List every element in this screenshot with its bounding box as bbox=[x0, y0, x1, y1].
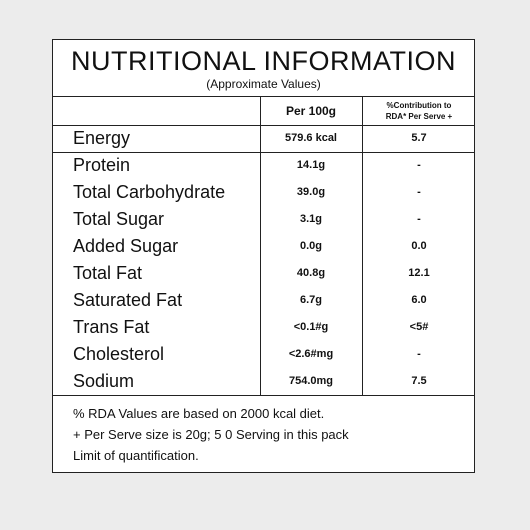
column-divider-per100 bbox=[260, 96, 261, 395]
nutrient-row-total-fat: Total Fat 40.8g 12.1 bbox=[53, 260, 474, 287]
nutrient-per-100g: 14.1g bbox=[296, 159, 326, 171]
nutrient-row-sodium: Sodium 754.0mg 7.5 bbox=[53, 368, 474, 395]
nutrient-name: Total Sugar bbox=[73, 209, 165, 229]
nutrient-rda: - bbox=[417, 159, 421, 171]
nutrient-rda: 7.5 bbox=[411, 375, 427, 387]
nutrient-row-cholesterol: Cholesterol <2.6#mg - bbox=[53, 341, 474, 368]
nutrient-row-total-sugar: Total Sugar 3.1g - bbox=[53, 206, 474, 233]
footnote-limit: Limit of quantification. bbox=[73, 448, 199, 463]
nutrient-row-saturated-fat: Saturated Fat 6.7g 6.0 bbox=[53, 287, 474, 314]
column-header-rda: %Contribution to RDA* Per Serve + bbox=[363, 97, 475, 125]
footnotes: % RDA Values are based on 2000 kcal diet… bbox=[73, 403, 463, 466]
nutrient-row-energy: Energy 579.6 kcal 5.7 bbox=[53, 125, 474, 152]
column-header-rda-line2: RDA* Per Serve + bbox=[385, 112, 453, 121]
nutrient-name: Total Carbohydrate bbox=[73, 182, 226, 202]
nutrient-per-100g: <2.6#mg bbox=[288, 348, 334, 360]
footnote-serve-size: + Per Serve size is 20g; 5 0 Serving in … bbox=[73, 427, 349, 442]
nutrient-rda: <5# bbox=[409, 321, 429, 333]
nutrient-rda: - bbox=[417, 186, 421, 198]
column-divider-rda bbox=[362, 96, 363, 395]
column-header-rda-line1: %Contribution to bbox=[386, 101, 452, 110]
nutrient-name: Energy bbox=[73, 128, 131, 148]
nutrient-name: Total Fat bbox=[73, 263, 143, 283]
nutrient-row-trans-fat: Trans Fat <0.1#g <5# bbox=[53, 314, 474, 341]
nutrient-per-100g: 579.6 kcal bbox=[285, 132, 337, 144]
nutrient-name: Cholesterol bbox=[73, 344, 165, 364]
nutrient-per-100g: 3.1g bbox=[299, 213, 322, 225]
nutrient-per-100g: 6.7g bbox=[299, 294, 322, 306]
nutrient-per-100g: 40.8g bbox=[296, 267, 326, 279]
nutrient-per-100g: 39.0g bbox=[296, 186, 326, 198]
nutrient-row-added-sugar: Added Sugar 0.0g 0.0 bbox=[53, 233, 474, 260]
nutrient-per-100g: 754.0mg bbox=[288, 375, 334, 387]
nutrient-rda: - bbox=[417, 213, 421, 225]
column-header-per-100g-label: Per 100g bbox=[285, 104, 337, 118]
nutrient-name: Protein bbox=[73, 155, 131, 175]
nutrition-panel: NUTRITIONAL INFORMATION (Approximate Val… bbox=[52, 39, 475, 473]
divider-table-bottom bbox=[53, 395, 474, 396]
nutrient-name: Saturated Fat bbox=[73, 290, 183, 310]
divider-energy-bottom bbox=[53, 152, 474, 153]
nutrient-row-total-carbohydrate: Total Carbohydrate 39.0g - bbox=[53, 179, 474, 206]
column-header-per-100g: Per 100g bbox=[260, 97, 362, 125]
nutrient-name: Sodium bbox=[73, 371, 135, 391]
divider-header-bottom bbox=[53, 125, 474, 126]
nutrient-row-protein: Protein 14.1g - bbox=[53, 152, 474, 179]
nutrient-rda: 6.0 bbox=[411, 294, 427, 306]
nutrient-rda: - bbox=[417, 348, 421, 360]
nutrient-rda: 12.1 bbox=[408, 267, 430, 279]
nutrient-per-100g: 0.0g bbox=[299, 240, 322, 252]
footnote-rda-basis: % RDA Values are based on 2000 kcal diet… bbox=[73, 406, 325, 421]
panel-subtitle: (Approximate Values) bbox=[206, 77, 321, 91]
divider-header-top bbox=[53, 96, 474, 97]
nutrient-rda: 5.7 bbox=[411, 132, 427, 144]
panel-title: NUTRITIONAL INFORMATION bbox=[71, 46, 456, 76]
nutrient-per-100g: <0.1#g bbox=[293, 321, 329, 333]
nutrient-rda: 0.0 bbox=[411, 240, 427, 252]
nutrient-name: Trans Fat bbox=[73, 317, 150, 337]
nutrient-name: Added Sugar bbox=[73, 236, 179, 256]
